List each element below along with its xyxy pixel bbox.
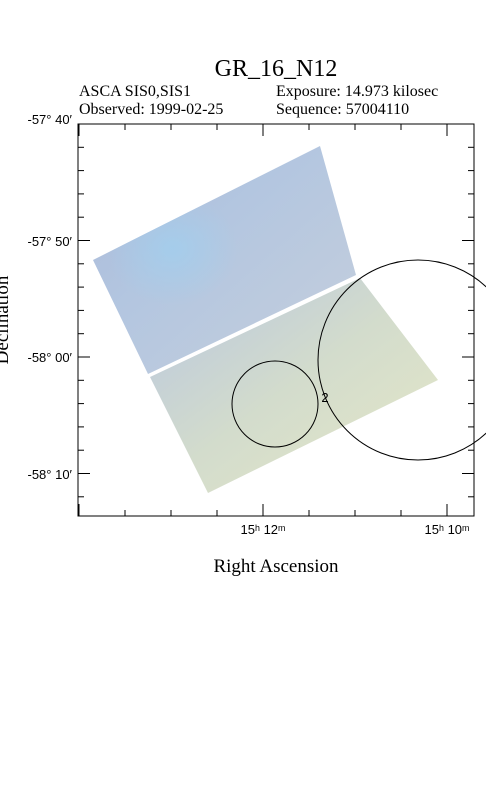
source-label: 2 bbox=[321, 390, 328, 405]
image-lower bbox=[150, 278, 438, 493]
y-axis-label: Declination bbox=[0, 275, 13, 364]
sequence: Sequence: 57004110 bbox=[276, 101, 409, 118]
observed: Observed: 1999-02-25 bbox=[79, 101, 223, 118]
x-axis-label: Right Ascension bbox=[213, 556, 339, 577]
frame bbox=[77, 123, 475, 517]
x-tick-label: 15ʰ 10ᵐ bbox=[425, 522, 470, 537]
instrument: ASCA SIS0,SIS1 bbox=[79, 83, 191, 100]
source-circle bbox=[231, 360, 319, 448]
x-tick-label: 15ʰ 12ᵐ bbox=[241, 522, 286, 537]
y-tick-label: -57° 40′ bbox=[28, 112, 73, 127]
y-tick-label: -58° 00′ bbox=[28, 350, 73, 365]
y-tick-label: -57° 50′ bbox=[28, 234, 73, 249]
title: GR_16_N12 bbox=[215, 56, 338, 82]
image-highlight bbox=[93, 146, 356, 374]
ticks bbox=[78, 124, 474, 516]
y-tick-label: -58° 10′ bbox=[28, 467, 73, 482]
exposure: Exposure: 14.973 kilosec bbox=[276, 83, 438, 100]
source-circle bbox=[317, 259, 486, 461]
